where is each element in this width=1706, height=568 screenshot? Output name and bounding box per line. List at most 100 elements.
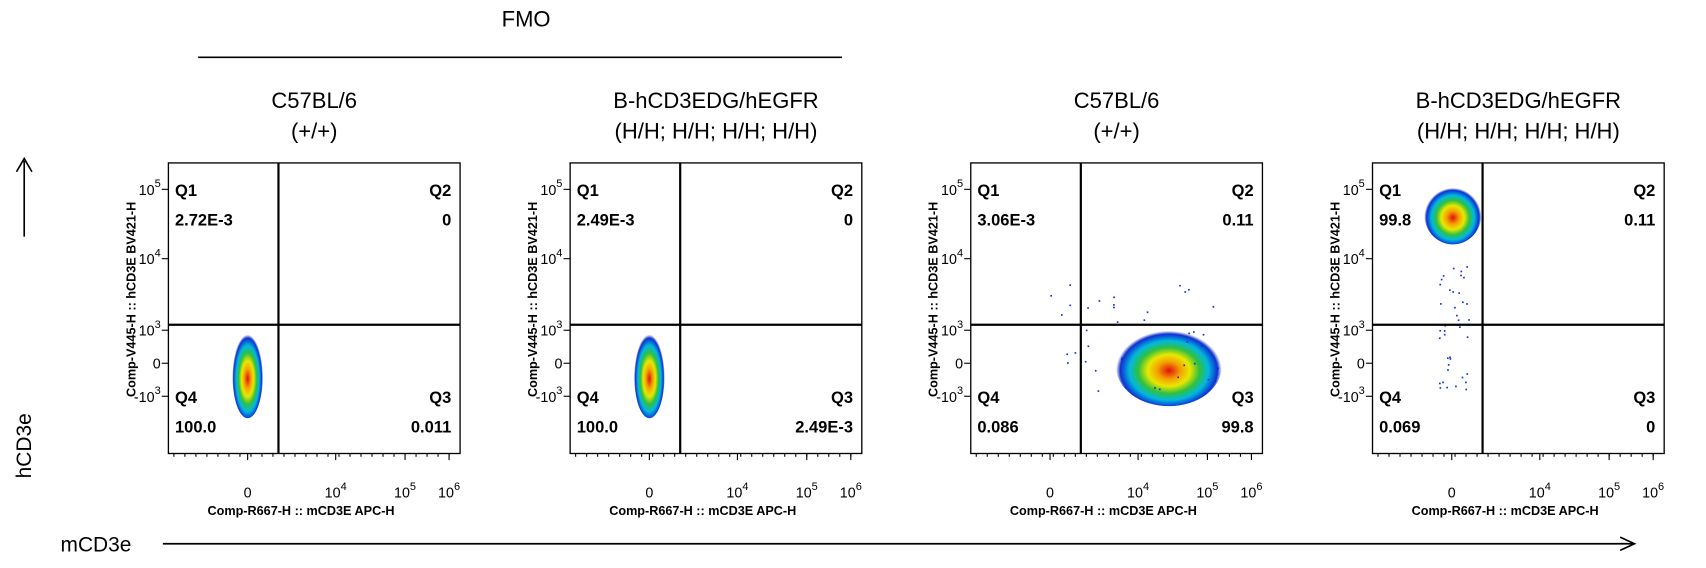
event — [1466, 266, 1468, 268]
panel-subtitle: (H/H; H/H; H/H; H/H) — [1417, 119, 1620, 144]
tick-label: -103 — [536, 385, 563, 406]
tick-base: 10 — [1343, 252, 1359, 268]
tick-label: 105 — [394, 481, 416, 502]
quadrant-name: Q4 — [977, 389, 1000, 407]
event — [1458, 292, 1460, 294]
event — [1121, 357, 1123, 360]
event — [1193, 331, 1195, 333]
quadrant-value: 0.11 — [1624, 212, 1655, 230]
event — [1177, 376, 1179, 379]
event — [1438, 337, 1441, 340]
quadrant-value: 2.72E-3 — [175, 212, 233, 230]
event — [1084, 360, 1087, 363]
tick-label: 104 — [540, 247, 562, 268]
tick-base: 10 — [139, 252, 155, 268]
event — [1439, 283, 1442, 286]
event — [1466, 303, 1468, 305]
event — [1143, 319, 1146, 321]
tick-exponent: 3 — [556, 319, 562, 331]
quadrant-value: 2.49E-3 — [795, 419, 853, 437]
quadrant-value: 0 — [442, 212, 451, 230]
tick-exponent: 4 — [742, 481, 748, 493]
event — [1461, 376, 1464, 379]
density — [232, 330, 264, 419]
tick-label: 106 — [1240, 481, 1262, 502]
event — [1439, 329, 1442, 332]
event — [1447, 369, 1449, 371]
quadrant-value: 3.06E-3 — [977, 212, 1035, 230]
tick-exponent: 4 — [957, 247, 963, 259]
event — [1466, 336, 1469, 339]
event — [1069, 304, 1072, 307]
event — [1067, 362, 1069, 364]
y-arrow-head — [15, 156, 33, 173]
plot-frame — [970, 162, 1264, 455]
tick-exponent: 3 — [556, 385, 562, 397]
panels: C57BL/6 (+/+) Q1 2.72E-3 Q2 0 Q3 0.011 Q4 100.0 0 1… — [124, 88, 1665, 518]
tick-label: 0 — [554, 357, 562, 373]
tick-exponent: 4 — [556, 247, 562, 259]
quadrant-value: 0 — [844, 212, 853, 230]
tick-base: 10 — [438, 486, 454, 502]
event — [1113, 296, 1115, 299]
quadrant-name: Q2 — [1633, 182, 1655, 200]
event — [1098, 300, 1101, 302]
group-label: FMO — [502, 6, 551, 31]
quadrant-name: Q2 — [1232, 182, 1254, 200]
event — [1066, 353, 1069, 356]
event — [1455, 385, 1457, 388]
event — [1097, 390, 1100, 392]
event — [1454, 306, 1456, 309]
tick-base: 10 — [139, 183, 155, 199]
tick-label: 105 — [1598, 481, 1620, 502]
event — [1447, 364, 1450, 366]
tick-base: -10 — [936, 390, 957, 406]
tick-base: 10 — [540, 324, 556, 340]
event — [1466, 373, 1469, 375]
tick-exponent: 3 — [1359, 385, 1365, 397]
tick-label: -103 — [1338, 385, 1365, 406]
panel-title: C57BL/6 — [1074, 88, 1160, 113]
tick-base: 0 — [244, 486, 252, 502]
panel-title: B-hCD3EDG/hEGFR — [1416, 88, 1621, 113]
tick-base: 10 — [1343, 183, 1359, 199]
tick-base: -10 — [1338, 390, 1359, 406]
event — [1146, 311, 1149, 314]
quadrant-value: 0.011 — [411, 419, 451, 437]
event — [1094, 369, 1097, 372]
event — [1460, 274, 1462, 277]
quadrant-name: Q2 — [831, 182, 853, 200]
event — [1113, 306, 1115, 309]
quadrant-name: Q4 — [1379, 389, 1402, 407]
quadrant-value: 2.49E-3 — [577, 212, 635, 230]
y-axis-label: Comp-V445-H :: hCD3E BV421-H — [927, 202, 941, 397]
tick-exponent: 4 — [1143, 481, 1149, 493]
quadrant-name: Q4 — [577, 389, 600, 407]
quadrant-value: 0.11 — [1222, 212, 1253, 230]
tick-base: 10 — [540, 252, 556, 268]
tick-label: 0 — [153, 357, 161, 373]
tick-label: 103 — [540, 319, 562, 340]
event — [1443, 333, 1446, 336]
plot-frame — [167, 162, 461, 455]
quadrant-name: Q1 — [175, 182, 197, 200]
tick-exponent: 4 — [341, 481, 347, 493]
tick-label: 106 — [840, 481, 862, 502]
quadrant-value: 100.0 — [175, 419, 216, 437]
tick-base: -10 — [536, 390, 557, 406]
tick-base: 10 — [1343, 324, 1359, 340]
tick-exponent: 4 — [1359, 247, 1365, 259]
tick-label: 103 — [1343, 319, 1365, 340]
y-label: hCD3e — [13, 413, 36, 478]
event — [1113, 304, 1115, 306]
tick-label: 105 — [796, 481, 818, 502]
quadrant-value: 99.8 — [1222, 419, 1254, 437]
event — [1442, 275, 1445, 277]
event — [1060, 314, 1063, 316]
event — [1050, 294, 1052, 297]
event — [1188, 288, 1190, 291]
tick-exponent: 5 — [410, 481, 416, 493]
tick-exponent: 3 — [155, 385, 161, 397]
tick-base: 0 — [1046, 486, 1054, 502]
